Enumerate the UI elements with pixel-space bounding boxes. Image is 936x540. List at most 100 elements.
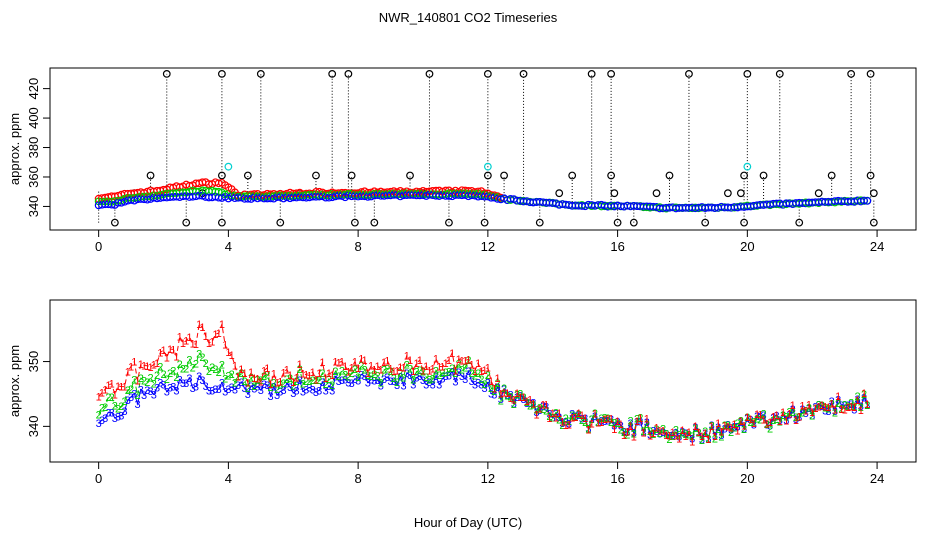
series-1-marker: 1	[628, 421, 634, 433]
outlier-point-high	[685, 69, 693, 78]
series-2-marker: 2	[365, 370, 371, 382]
series-3-marker: 3	[546, 409, 552, 421]
series-3-marker: 3	[271, 382, 277, 394]
series-1-marker: 1	[216, 328, 222, 340]
series-2-marker: 2	[754, 413, 760, 425]
series-3-marker: 3	[255, 382, 261, 394]
series-3-marker: 3	[848, 399, 854, 411]
series-2-marker: 2	[160, 369, 166, 381]
series-2-marker: 2	[731, 423, 737, 435]
series-1-marker: 1	[290, 377, 296, 389]
series-1-marker: 1	[397, 362, 403, 374]
series-1-marker: 1	[400, 362, 406, 374]
series-2-marker: 2	[511, 399, 517, 411]
bottom-panel-x-tick-label: 24	[870, 471, 884, 486]
series-1-marker: 1	[751, 418, 757, 430]
series-3-marker: 3	[634, 416, 640, 428]
outlier-point-high	[328, 69, 337, 78]
series-1-marker: 1	[355, 363, 361, 375]
series-1-marker: 1	[553, 413, 559, 425]
cyan-point	[743, 162, 752, 171]
series-3-marker: 3	[336, 376, 342, 388]
series-2-marker: 2	[838, 403, 844, 415]
series-2-marker: 2	[255, 375, 261, 387]
series-3-marker: 3	[472, 380, 478, 392]
series-1-marker: 1	[180, 338, 186, 350]
series-3-marker: 3	[306, 382, 312, 394]
series-1-marker: 1	[504, 388, 510, 400]
series-2-marker: 2	[478, 374, 484, 386]
series-3-marker: 3	[242, 383, 248, 395]
series-3-marker: 3	[673, 427, 679, 439]
series-2-marker: 2	[339, 365, 345, 377]
series-2-marker: 2	[170, 366, 176, 378]
series-1-marker: 1	[482, 365, 488, 377]
series-3-marker: 3	[235, 380, 241, 392]
outlier-point-drop	[795, 218, 804, 227]
series-3-marker: 3	[533, 407, 539, 419]
series-1-marker: 1	[520, 392, 526, 404]
series-1-marker: 1	[342, 361, 348, 373]
series-3-marker: 3	[773, 410, 779, 422]
series-2-marker: 2	[186, 354, 192, 366]
series-2-marker: 2	[692, 423, 698, 435]
series-3-marker: 3	[478, 380, 484, 392]
series-2-marker: 2	[99, 402, 105, 414]
series-3-marker: 3	[469, 376, 475, 388]
series-3-marker: 3	[679, 427, 685, 439]
outlier-point-drop	[350, 218, 359, 227]
series-3-marker: 3	[748, 415, 754, 427]
series-1-marker: 1	[595, 417, 601, 429]
series-2-marker: 2	[413, 367, 419, 379]
series-1-marker: 1	[709, 421, 715, 433]
series-1-marker: 1	[799, 401, 805, 413]
outlier-point-high	[256, 69, 265, 78]
series-2-marker: 2	[404, 359, 410, 371]
bottom-panel-series: 3333333333333333333333333333333333333333…	[96, 319, 871, 448]
series-2-marker: 2	[459, 365, 465, 377]
series-3-marker: 3	[589, 414, 595, 426]
series-2-marker: 2	[420, 366, 426, 378]
series-1-marker: 1	[485, 363, 491, 375]
series-2-marker: 2	[336, 371, 342, 383]
series-3-marker: 3	[556, 412, 562, 424]
series-2-marker: 2	[543, 405, 549, 417]
series-2-marker: 2	[147, 372, 153, 384]
series-3-marker: 3	[550, 412, 556, 424]
series-1-marker: 1	[271, 369, 277, 381]
series-2-marker: 2	[439, 368, 445, 380]
series-3-marker: 3	[780, 410, 786, 422]
series-1-marker: 1	[443, 358, 449, 370]
series-2-marker: 2	[417, 365, 423, 377]
series-3-marker: 3	[602, 416, 608, 428]
series-2-marker: 2	[728, 427, 734, 439]
series-3-marker: 3	[855, 394, 861, 406]
series-2-marker: 2	[712, 433, 718, 445]
series-1-marker: 1	[115, 381, 121, 393]
series-2-marker: 2	[495, 378, 501, 390]
series-1-marker: 1	[683, 431, 689, 443]
series-3-marker: 3	[816, 399, 822, 411]
series-1-marker: 1	[456, 354, 462, 366]
series-3-marker: 3	[381, 374, 387, 386]
series-3-marker: 3	[183, 378, 189, 390]
series-3-marker: 3	[842, 400, 848, 412]
series-1-marker: 1	[349, 363, 355, 375]
series-3-marker: 3	[261, 379, 267, 391]
series-3-marker: 3	[251, 383, 257, 395]
series-3-marker: 3	[722, 424, 728, 436]
series-3-marker: 3	[430, 379, 436, 391]
series-2-marker: 2	[183, 363, 189, 375]
series-2-marker: 2	[855, 391, 861, 403]
series-2-marker: 2	[517, 389, 523, 401]
series-2-marker: 2	[332, 366, 338, 378]
series-2-marker: 2	[128, 384, 134, 396]
series-3-marker: 3	[485, 378, 491, 390]
outlier-point-low	[555, 189, 564, 198]
series-2-marker: 2	[527, 401, 533, 413]
series-2-marker: 2	[387, 366, 393, 378]
series-2-marker: 2	[540, 404, 546, 416]
series-2-marker: 2	[589, 414, 595, 426]
series-2-marker: 2	[199, 352, 205, 364]
series-1-marker: 1	[329, 370, 335, 382]
